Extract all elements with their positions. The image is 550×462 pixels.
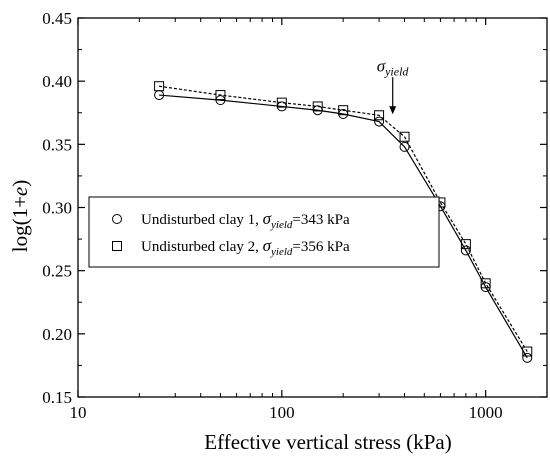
legend-entry-clay-2: Undisturbed clay 2, σyield=356 kPa (141, 236, 350, 258)
legend-entry-clay-1-suffix: =343 kPa (292, 212, 350, 228)
x-tick-label: 1000 (469, 403, 503, 422)
data-point-clay-2 (338, 105, 349, 116)
y-tick-label: 0.35 (42, 135, 72, 154)
data-point-clay-2 (312, 101, 323, 112)
legend-marker-clay-1 (112, 214, 122, 224)
legend-entry-clay-2-prefix: Undisturbed clay 2, (141, 239, 263, 255)
data-point-clay-2 (460, 239, 471, 250)
yield-annotation-subscript: yield (384, 64, 409, 78)
legend-entry-clay-1-sigma: σ (263, 209, 272, 228)
y-tick-label: 0.40 (42, 72, 72, 91)
data-point-clay-1 (460, 245, 471, 256)
data-point-clay-2 (522, 346, 533, 357)
y-axis-title-prefix: log(1+ (8, 196, 32, 252)
y-tick-label: 0.25 (42, 262, 72, 281)
x-tick-label: 10 (70, 403, 87, 422)
yield-annotation-arrowhead (389, 106, 397, 115)
x-axis-title: Effective vertical stress (kPa) (204, 430, 451, 454)
legend-entry-clay-1: Undisturbed clay 1, σyield=343 kPa (141, 209, 350, 231)
y-axis-title: log(1+e) (8, 180, 32, 253)
data-point-clay-2 (276, 97, 287, 108)
series-line-clay-1 (159, 94, 528, 359)
legend-marker-clay-2 (112, 241, 122, 251)
data-point-clay-2 (154, 81, 165, 92)
data-point-clay-2 (399, 131, 410, 142)
data-point-clay-2 (480, 278, 491, 289)
yield-annotation-label: σyield (377, 56, 410, 78)
legend-entry-clay-2-suffix: =356 kPa (292, 239, 350, 255)
data-point-clay-2 (215, 90, 226, 101)
data-point-clay-1 (522, 352, 533, 363)
y-tick-label: 0.20 (42, 325, 72, 344)
legend: Undisturbed clay 1, σyield=343 kPa Undis… (88, 196, 440, 268)
y-tick-label: 0.15 (42, 388, 72, 407)
data-point-clay-2 (374, 110, 385, 121)
y-tick-label: 0.45 (42, 9, 72, 28)
legend-entry-clay-1-prefix: Undisturbed clay 1, (141, 212, 263, 228)
y-tick-label: 0.30 (42, 199, 72, 218)
legend-entry-clay-2-subscript: yield (270, 246, 293, 258)
legend-entry-clay-2-sigma: σ (263, 236, 272, 255)
y-axis-title-suffix: ) (8, 180, 32, 187)
series-line-clay-2 (159, 85, 528, 352)
legend-box (88, 196, 440, 268)
y-axis-title-italic: e (8, 187, 32, 196)
data-point-clay-1 (374, 116, 385, 127)
legend-entry-clay-1-subscript: yield (270, 219, 293, 231)
yield-annotation-sigma: σ (377, 56, 386, 75)
data-point-clay-1 (399, 141, 410, 152)
x-tick-label: 100 (269, 403, 295, 422)
